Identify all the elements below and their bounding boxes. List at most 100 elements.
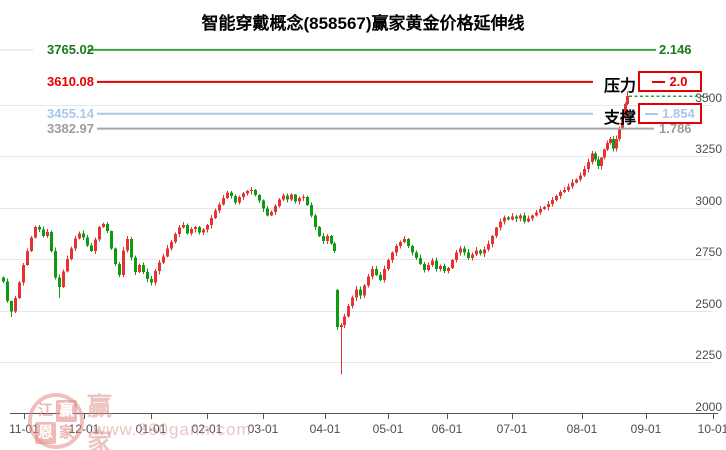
candle bbox=[621, 116, 624, 129]
candle bbox=[427, 264, 430, 271]
candle bbox=[597, 159, 600, 166]
level-price-label: 3382.97 bbox=[47, 120, 94, 136]
candle bbox=[2, 277, 5, 282]
pressure-value-box: 2.0 bbox=[638, 71, 702, 93]
candle bbox=[34, 227, 37, 238]
level-line-dash bbox=[652, 80, 666, 83]
candle bbox=[258, 195, 261, 201]
candle bbox=[38, 227, 41, 230]
candle bbox=[230, 192, 233, 197]
candle bbox=[126, 238, 129, 251]
candle bbox=[314, 215, 317, 228]
candle bbox=[274, 205, 277, 213]
candle bbox=[615, 139, 618, 149]
pressure-label: 压力 bbox=[603, 77, 636, 95]
candle bbox=[467, 252, 470, 258]
support-value-box: 1.854 bbox=[638, 103, 702, 125]
candle bbox=[511, 216, 514, 220]
candle bbox=[110, 231, 113, 249]
candle bbox=[499, 221, 502, 228]
level-ratio-label: 2.146 bbox=[659, 41, 692, 57]
candle bbox=[583, 169, 586, 176]
candle bbox=[270, 212, 273, 216]
grid-layer bbox=[0, 49, 712, 363]
candle bbox=[483, 249, 486, 254]
candle bbox=[443, 266, 446, 271]
candle bbox=[162, 256, 165, 263]
candle bbox=[539, 209, 542, 213]
candle bbox=[50, 231, 53, 251]
candle bbox=[606, 143, 609, 150]
candle bbox=[563, 189, 566, 192]
candle bbox=[130, 238, 133, 258]
candle bbox=[359, 289, 362, 296]
candle bbox=[98, 227, 101, 240]
candle bbox=[600, 157, 603, 166]
y-axis-label: 3000 bbox=[695, 193, 722, 208]
x-axis bbox=[10, 413, 718, 419]
candle bbox=[62, 271, 65, 287]
chart-title: 智能穿戴概念(858567)赢家黄金价格延伸线 bbox=[201, 14, 525, 33]
candle bbox=[343, 316, 346, 325]
candle bbox=[603, 149, 606, 158]
y-axis-label: 2000 bbox=[695, 399, 722, 414]
candle bbox=[575, 179, 578, 183]
candle bbox=[210, 217, 213, 226]
candle bbox=[306, 196, 309, 206]
candle bbox=[82, 233, 85, 238]
candle bbox=[198, 227, 201, 233]
candle bbox=[170, 242, 173, 249]
level-ratio-label: 1.786 bbox=[659, 120, 692, 136]
candle bbox=[58, 277, 61, 287]
candle bbox=[403, 239, 406, 243]
candle bbox=[262, 200, 265, 209]
candle bbox=[515, 216, 518, 219]
candle bbox=[531, 215, 534, 219]
candle bbox=[226, 192, 229, 199]
x-axis-label: 05-01 bbox=[372, 422, 404, 436]
candle bbox=[122, 250, 125, 276]
candle bbox=[286, 195, 289, 200]
candle bbox=[391, 252, 394, 260]
candle bbox=[254, 189, 257, 196]
candle bbox=[282, 195, 285, 200]
candle bbox=[375, 268, 378, 276]
candle bbox=[363, 285, 366, 296]
candle bbox=[451, 259, 454, 269]
candle bbox=[194, 227, 197, 230]
candle bbox=[547, 204, 550, 208]
level-price-label: 3455.14 bbox=[47, 105, 94, 121]
candle bbox=[18, 282, 21, 299]
candle bbox=[609, 139, 612, 144]
x-axis-label: 02-01 bbox=[191, 422, 223, 436]
candle bbox=[318, 227, 321, 236]
candle bbox=[612, 139, 615, 149]
candle bbox=[507, 217, 510, 220]
candle bbox=[351, 297, 354, 306]
candle bbox=[326, 235, 329, 241]
x-axis-label: 12-01 bbox=[68, 422, 100, 436]
level-price-label: 3765.02 bbox=[47, 41, 94, 57]
candle bbox=[134, 257, 137, 272]
level-line-dash bbox=[645, 112, 659, 115]
candle bbox=[479, 250, 482, 254]
level-price-label: 3610.08 bbox=[47, 73, 94, 89]
candle bbox=[571, 182, 574, 187]
x-axis-label: 08-01 bbox=[566, 422, 598, 436]
candle bbox=[322, 235, 325, 241]
candle bbox=[495, 227, 498, 236]
candle bbox=[94, 239, 97, 252]
candle bbox=[150, 279, 153, 283]
candle bbox=[26, 250, 29, 266]
candle bbox=[367, 276, 370, 286]
candle bbox=[278, 199, 281, 206]
candle bbox=[242, 193, 245, 197]
candle bbox=[14, 298, 17, 312]
candle bbox=[475, 250, 478, 255]
candle bbox=[379, 275, 382, 281]
candle bbox=[383, 268, 386, 281]
x-axis-label: 07-01 bbox=[496, 422, 528, 436]
candle bbox=[246, 191, 249, 194]
